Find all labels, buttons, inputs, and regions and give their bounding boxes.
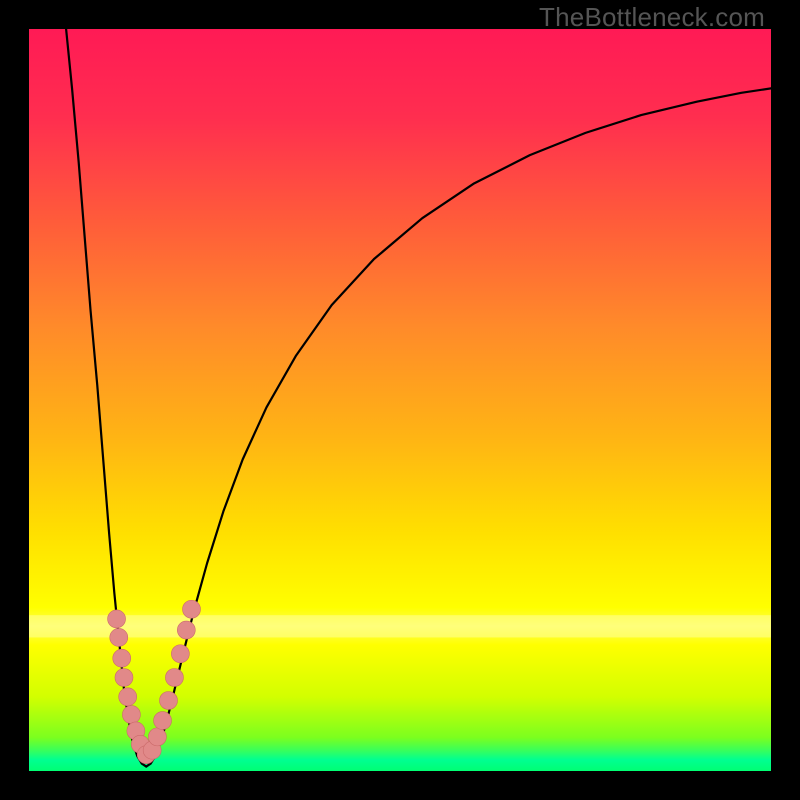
highlight-band [29,615,771,637]
chart-root: TheBottleneck.com [0,0,800,800]
watermark-label: TheBottleneck.com [539,2,765,33]
data-dot [165,669,183,687]
data-dot [110,628,128,646]
data-dot [113,649,131,667]
data-dot [160,692,178,710]
data-dot [154,712,172,730]
data-dot [171,645,189,663]
data-dot [183,600,201,618]
bottleneck-curve-plot [29,29,771,771]
data-dot [148,728,166,746]
data-dot [122,706,140,724]
data-dot [119,688,137,706]
data-dot [108,610,126,628]
data-dot [115,669,133,687]
data-dot [177,621,195,639]
plot-background [29,29,771,771]
